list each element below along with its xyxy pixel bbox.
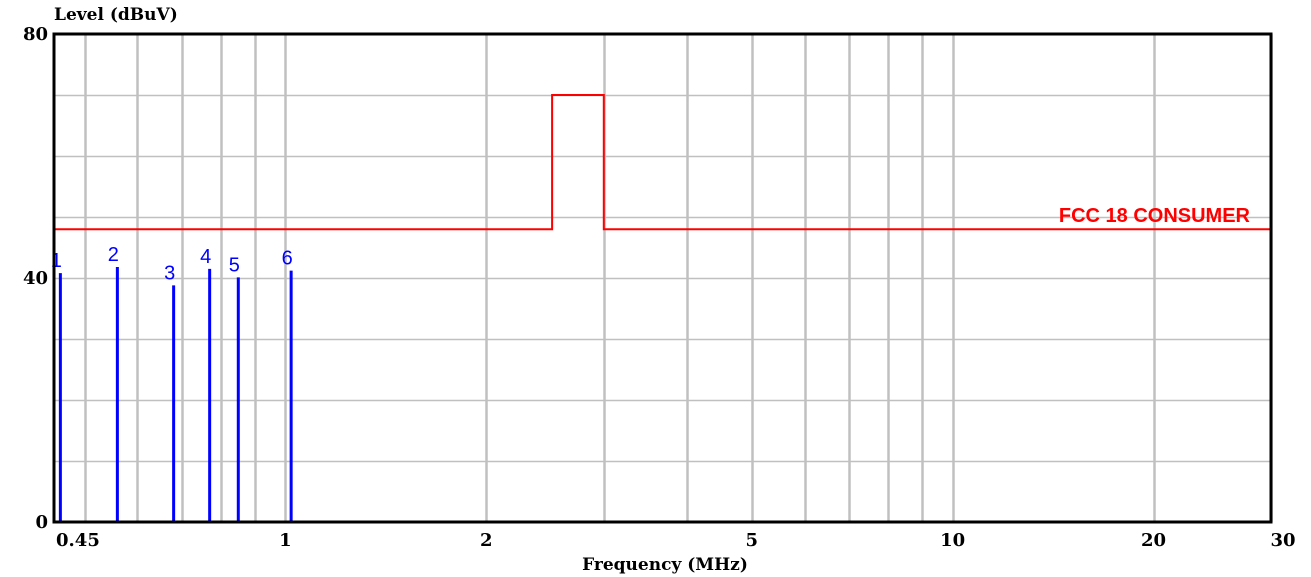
marker-label-6: 6 xyxy=(282,248,293,270)
marker-label-1: 1 xyxy=(51,250,62,272)
y-tick-label: 40 xyxy=(23,268,48,289)
x-tick-label: 30 xyxy=(1270,530,1295,551)
x-tick-label: 1 xyxy=(279,530,292,551)
x-tick-label: 10 xyxy=(940,530,965,551)
markers-group: 1 2 3 4 5 6 xyxy=(51,244,293,522)
limit-line-group xyxy=(54,94,1271,231)
marker-label-4: 4 xyxy=(200,246,211,268)
x-tick-label: 5 xyxy=(746,530,759,551)
plot-frame xyxy=(52,32,1273,524)
y-tick-label: 0 xyxy=(35,512,48,533)
marker-label-3: 3 xyxy=(164,262,175,284)
marker-label-2: 2 xyxy=(108,244,119,266)
x-tick-label: 0.45 xyxy=(56,530,100,551)
limit-line xyxy=(54,94,1271,231)
x-axis-label: Frequency (MHz) xyxy=(582,555,748,575)
x-tick-label: 2 xyxy=(480,530,493,551)
tick-labels: 0 40 80 0.45 1 2 5 10 20 30 xyxy=(23,24,1296,551)
y-tick-label: 80 xyxy=(23,24,48,45)
axes xyxy=(52,32,1273,524)
limit-line-label: FCC 18 CONSUMER xyxy=(1059,205,1251,227)
x-tick-label: 20 xyxy=(1141,530,1166,551)
y-axis-label: Level (dBuV) xyxy=(54,5,178,25)
marker-label-5: 5 xyxy=(229,254,240,276)
grid-lines xyxy=(54,33,1273,524)
